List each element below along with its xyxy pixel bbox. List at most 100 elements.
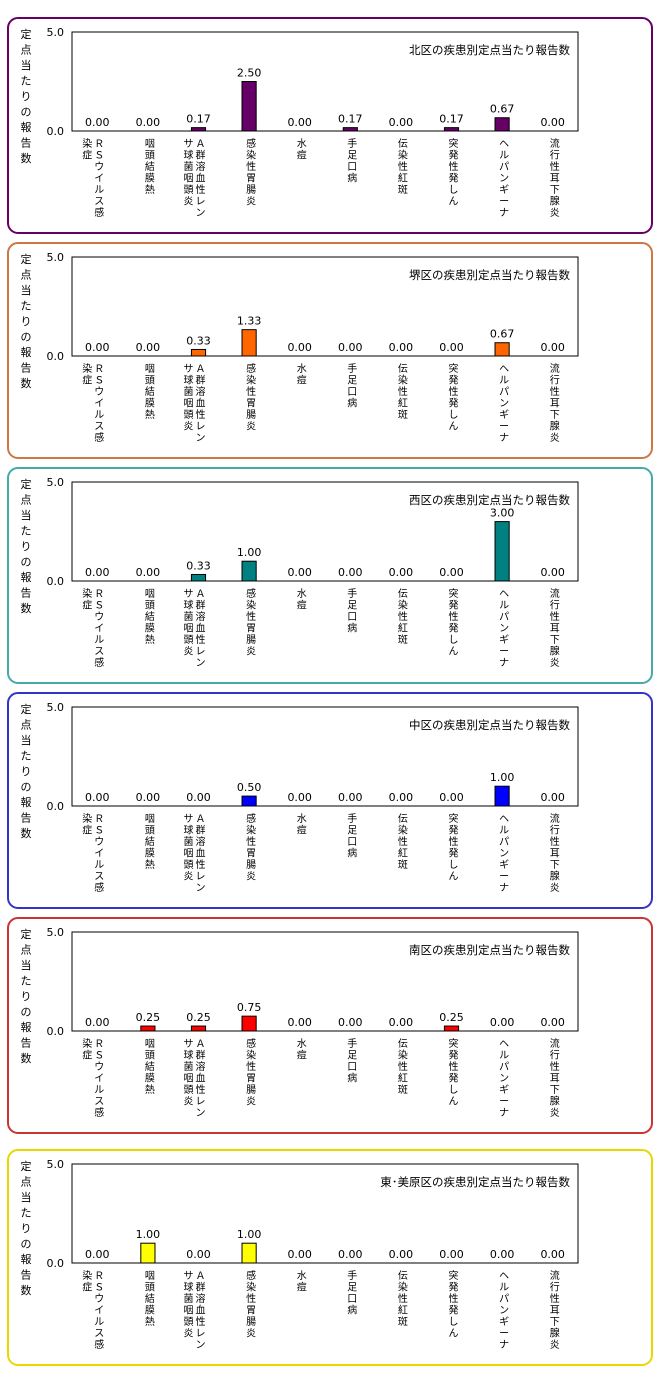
category-label: 水痘 — [297, 1038, 307, 1062]
data-label: 0.00 — [85, 566, 110, 579]
y-tick-label: 5.0 — [47, 26, 65, 39]
category-label: ヘルパンギーナ — [499, 364, 509, 444]
data-label: 2.50 — [237, 67, 262, 80]
category-label: 伝染性紅斑 — [398, 363, 408, 421]
data-label: 0.00 — [287, 116, 312, 129]
data-label: 0.00 — [540, 341, 565, 354]
data-label: 0.00 — [85, 791, 110, 804]
y-axis-label: 定点当たりの報告数 — [21, 702, 32, 840]
data-label: 0.00 — [540, 116, 565, 129]
data-label: 0.00 — [389, 1016, 414, 1029]
data-label: 3.00 — [490, 507, 515, 520]
category-label: Ａ群溶血性レンサ球菌咽頭炎 — [184, 1038, 206, 1119]
data-label: 0.00 — [136, 791, 161, 804]
y-axis-label: 定点当たりの報告数 — [21, 927, 32, 1065]
category-label: 伝染性紅斑 — [398, 588, 408, 646]
bar — [342, 127, 358, 132]
bar — [190, 573, 207, 582]
chart-title: 南区の疾患別定点当たり報告数 — [409, 943, 570, 957]
category-label: ヘルパンギーナ — [499, 1271, 509, 1351]
data-label: 0.00 — [186, 1248, 211, 1261]
data-label: 0.00 — [186, 791, 211, 804]
category-label: 突発性発しん — [449, 1037, 459, 1108]
category-label: 咽頭結膜熱 — [145, 813, 155, 871]
data-label: 0.00 — [490, 1248, 515, 1261]
category-label: 突発性発しん — [449, 362, 459, 433]
category-label: 水痘 — [297, 1270, 307, 1294]
data-label: 0.00 — [389, 791, 414, 804]
bar — [494, 785, 510, 807]
bar — [494, 342, 510, 357]
category-label: 流行性耳下腺炎 — [550, 1037, 560, 1119]
bar — [140, 1025, 156, 1032]
y-tick-label: 5.0 — [47, 1158, 65, 1171]
category-label: 手足口病 — [347, 137, 357, 185]
category-label: 突発性発しん — [449, 812, 459, 883]
data-label: 1.00 — [490, 771, 515, 784]
data-label: 1.33 — [237, 315, 262, 328]
y-tick-label: 0.0 — [47, 125, 65, 138]
chart-title: 中区の疾患別定点当たり報告数 — [409, 718, 570, 732]
plot-area — [71, 31, 579, 132]
plot-area — [71, 481, 579, 582]
category-label: ＲＳウイルス感染症 — [82, 137, 104, 219]
y-tick-label: 5.0 — [47, 701, 65, 714]
category-label: Ａ群溶血性レンサ球菌咽頭炎 — [184, 138, 206, 219]
y-axis-label: 定点当たりの報告数 — [21, 1159, 32, 1297]
chart-title: 西区の疾患別定点当たり報告数 — [409, 493, 570, 507]
chart-panel: 定点当たりの報告数 5.0 0.0 西区の疾患別定点当たり報告数 0.00 ＲＳウイルス感… — [7, 467, 653, 684]
category-label: 水痘 — [297, 588, 307, 612]
data-label: 0.00 — [540, 791, 565, 804]
data-label: 0.00 — [287, 791, 312, 804]
chart-title: 東･美原区の疾患別定点当たり報告数 — [380, 1175, 570, 1189]
data-label: 0.00 — [287, 341, 312, 354]
data-label: 0.00 — [338, 791, 363, 804]
y-axis-label: 定点当たりの報告数 — [21, 252, 32, 390]
bar — [190, 348, 207, 357]
data-label: 0.17 — [186, 113, 211, 126]
category-label: 感染性胃腸炎 — [246, 587, 256, 658]
data-label: 0.00 — [439, 566, 464, 579]
data-label: 0.00 — [85, 116, 110, 129]
bar — [443, 127, 460, 132]
category-label: 流行性耳下腺炎 — [550, 1269, 560, 1351]
y-tick-label: 0.0 — [47, 350, 65, 363]
chart-title: 北区の疾患別定点当たり報告数 — [409, 43, 570, 57]
data-label: 0.75 — [237, 1001, 262, 1014]
category-label: Ａ群溶血性レンサ球菌咽頭炎 — [184, 588, 206, 669]
bar — [494, 117, 510, 132]
chart-border — [7, 17, 653, 234]
chart-panel: 定点当たりの報告数 5.0 0.0 東･美原区の疾患別定点当たり報告数 0.00 ＲＳウイ… — [7, 1149, 653, 1366]
category-label: 咽頭結膜熱 — [145, 588, 155, 646]
data-label: 0.50 — [237, 781, 262, 794]
bar — [494, 521, 510, 582]
category-label: 感染性胃腸炎 — [246, 1037, 256, 1108]
bar — [140, 1242, 156, 1264]
category-label: 伝染性紅斑 — [398, 813, 408, 871]
y-tick-label: 0.0 — [47, 1257, 65, 1270]
plot-area — [71, 1163, 579, 1264]
bar — [241, 1242, 257, 1264]
category-label: 流行性耳下腺炎 — [550, 812, 560, 894]
y-tick-label: 0.0 — [47, 1025, 65, 1038]
bar — [190, 127, 207, 132]
chart-border — [7, 692, 653, 909]
bar — [241, 329, 257, 357]
category-label: ヘルパンギーナ — [499, 589, 509, 669]
y-tick-label: 0.0 — [47, 800, 65, 813]
y-axis-label: 定点当たりの報告数 — [21, 477, 32, 615]
data-label: 1.00 — [237, 546, 262, 559]
y-tick-label: 5.0 — [47, 476, 65, 489]
data-label: 0.00 — [439, 791, 464, 804]
category-label: 咽頭結膜熱 — [145, 138, 155, 196]
y-tick-label: 5.0 — [47, 926, 65, 939]
data-label: 0.00 — [85, 1016, 110, 1029]
category-label: Ａ群溶血性レンサ球菌咽頭炎 — [184, 813, 206, 894]
category-label: 伝染性紅斑 — [398, 138, 408, 196]
category-label: 突発性発しん — [449, 137, 459, 208]
data-label: 0.25 — [186, 1011, 211, 1024]
data-label: 0.25 — [136, 1011, 161, 1024]
category-label: 水痘 — [297, 813, 307, 837]
category-label: 感染性胃腸炎 — [246, 1269, 256, 1340]
